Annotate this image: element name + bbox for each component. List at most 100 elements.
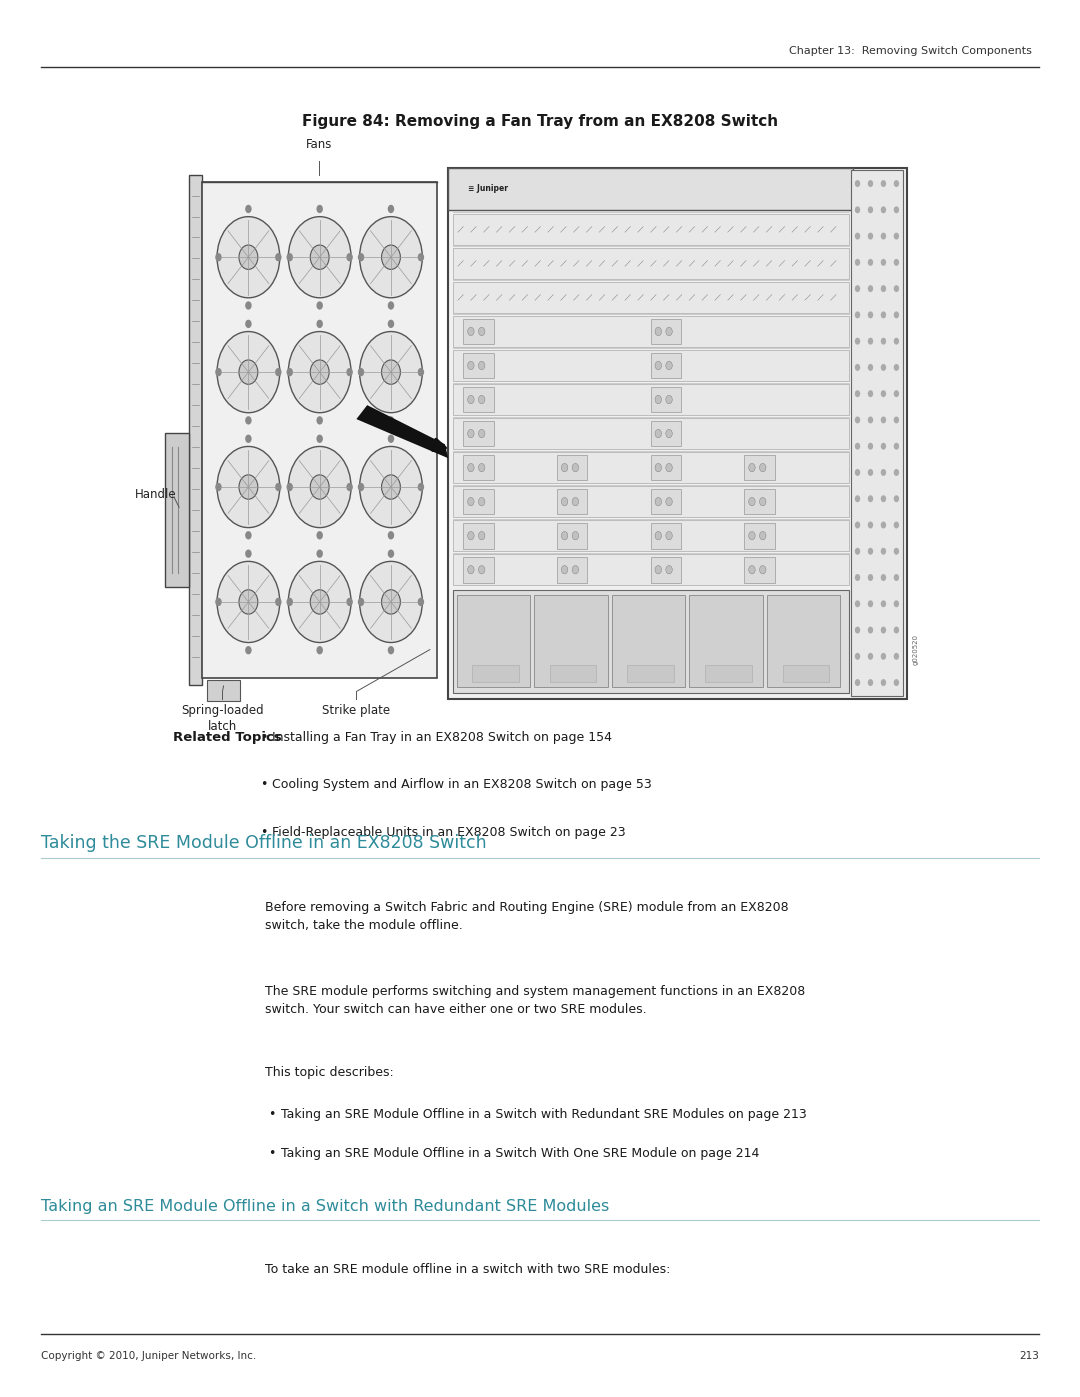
Circle shape	[854, 469, 860, 476]
Circle shape	[880, 548, 886, 555]
Circle shape	[347, 598, 353, 606]
Polygon shape	[356, 405, 448, 458]
Circle shape	[239, 590, 258, 615]
Circle shape	[654, 566, 661, 574]
Bar	[453, 384, 849, 415]
Circle shape	[854, 679, 860, 686]
Text: Before removing a Switch Fabric and Routing Engine (SRE) module from an EX8208
s: Before removing a Switch Fabric and Rout…	[265, 901, 788, 932]
Circle shape	[468, 429, 474, 437]
Text: Taking the SRE Module Offline in an EX8208 Switch: Taking the SRE Module Offline in an EX82…	[41, 834, 487, 852]
Circle shape	[880, 258, 886, 265]
Circle shape	[478, 566, 485, 574]
Circle shape	[867, 207, 873, 214]
Circle shape	[572, 497, 579, 506]
Circle shape	[854, 180, 860, 187]
Circle shape	[654, 497, 661, 506]
Bar	[612, 595, 685, 687]
Circle shape	[867, 180, 873, 187]
Bar	[650, 522, 680, 549]
Text: g020520: g020520	[913, 634, 919, 665]
Circle shape	[854, 574, 860, 581]
Circle shape	[245, 434, 252, 443]
Circle shape	[854, 652, 860, 659]
Circle shape	[854, 416, 860, 423]
Text: Handle: Handle	[135, 488, 177, 502]
Circle shape	[748, 464, 755, 472]
Circle shape	[665, 362, 672, 370]
Circle shape	[245, 302, 252, 310]
Circle shape	[478, 497, 485, 506]
Circle shape	[316, 434, 323, 443]
Circle shape	[854, 338, 860, 345]
Circle shape	[239, 360, 258, 384]
Circle shape	[867, 496, 873, 503]
Text: Related Topics: Related Topics	[173, 731, 282, 743]
Bar	[744, 522, 774, 549]
Bar	[207, 680, 240, 701]
Circle shape	[239, 244, 258, 270]
Circle shape	[867, 548, 873, 555]
Circle shape	[381, 475, 401, 499]
Circle shape	[217, 447, 280, 528]
Circle shape	[572, 531, 579, 539]
Circle shape	[854, 627, 860, 634]
Bar	[453, 418, 849, 450]
Text: •: •	[260, 826, 268, 838]
Text: •: •	[268, 1147, 275, 1160]
Text: Taking an SRE Module Offline in a Switch With One SRE Module on page 214: Taking an SRE Module Offline in a Switch…	[281, 1147, 759, 1160]
Circle shape	[880, 390, 886, 397]
Circle shape	[880, 469, 886, 476]
Circle shape	[388, 205, 394, 214]
Circle shape	[867, 416, 873, 423]
Bar	[851, 170, 903, 696]
Bar	[650, 352, 680, 379]
Bar	[650, 319, 680, 344]
Circle shape	[217, 331, 280, 412]
Circle shape	[316, 205, 323, 214]
Circle shape	[665, 566, 672, 574]
Circle shape	[388, 320, 394, 328]
Circle shape	[275, 598, 282, 606]
Circle shape	[245, 205, 252, 214]
Circle shape	[894, 496, 899, 503]
Circle shape	[316, 531, 323, 539]
Bar	[650, 420, 680, 447]
Circle shape	[245, 549, 252, 557]
Circle shape	[310, 590, 329, 615]
Circle shape	[867, 258, 873, 265]
Circle shape	[894, 679, 899, 686]
Circle shape	[759, 566, 766, 574]
Circle shape	[288, 447, 351, 528]
Circle shape	[880, 496, 886, 503]
Text: Installing a Fan Tray in an EX8208 Switch on page 154: Installing a Fan Tray in an EX8208 Switc…	[272, 731, 612, 743]
Circle shape	[867, 443, 873, 450]
Circle shape	[854, 443, 860, 450]
Bar	[783, 665, 829, 682]
Circle shape	[388, 416, 394, 425]
Text: The SRE module performs switching and system management functions in an EX8208
s: The SRE module performs switching and sy…	[265, 985, 805, 1016]
Circle shape	[759, 497, 766, 506]
Circle shape	[748, 566, 755, 574]
Bar	[550, 665, 596, 682]
Circle shape	[347, 483, 353, 492]
Circle shape	[562, 464, 568, 472]
Circle shape	[275, 483, 282, 492]
Circle shape	[468, 531, 474, 539]
Text: Fans: Fans	[306, 138, 332, 151]
Circle shape	[360, 331, 422, 412]
Bar	[627, 665, 674, 682]
Bar	[202, 182, 437, 678]
Circle shape	[215, 598, 221, 606]
Circle shape	[894, 416, 899, 423]
Circle shape	[215, 367, 221, 376]
Bar	[535, 595, 608, 687]
Bar	[744, 557, 774, 583]
Circle shape	[854, 390, 860, 397]
Circle shape	[867, 601, 873, 608]
Text: Strike plate: Strike plate	[322, 704, 391, 717]
Circle shape	[478, 395, 485, 404]
Text: Taking an SRE Module Offline in a Switch with Redundant SRE Modules: Taking an SRE Module Offline in a Switch…	[41, 1199, 609, 1214]
Circle shape	[894, 574, 899, 581]
Circle shape	[316, 320, 323, 328]
Circle shape	[880, 365, 886, 372]
